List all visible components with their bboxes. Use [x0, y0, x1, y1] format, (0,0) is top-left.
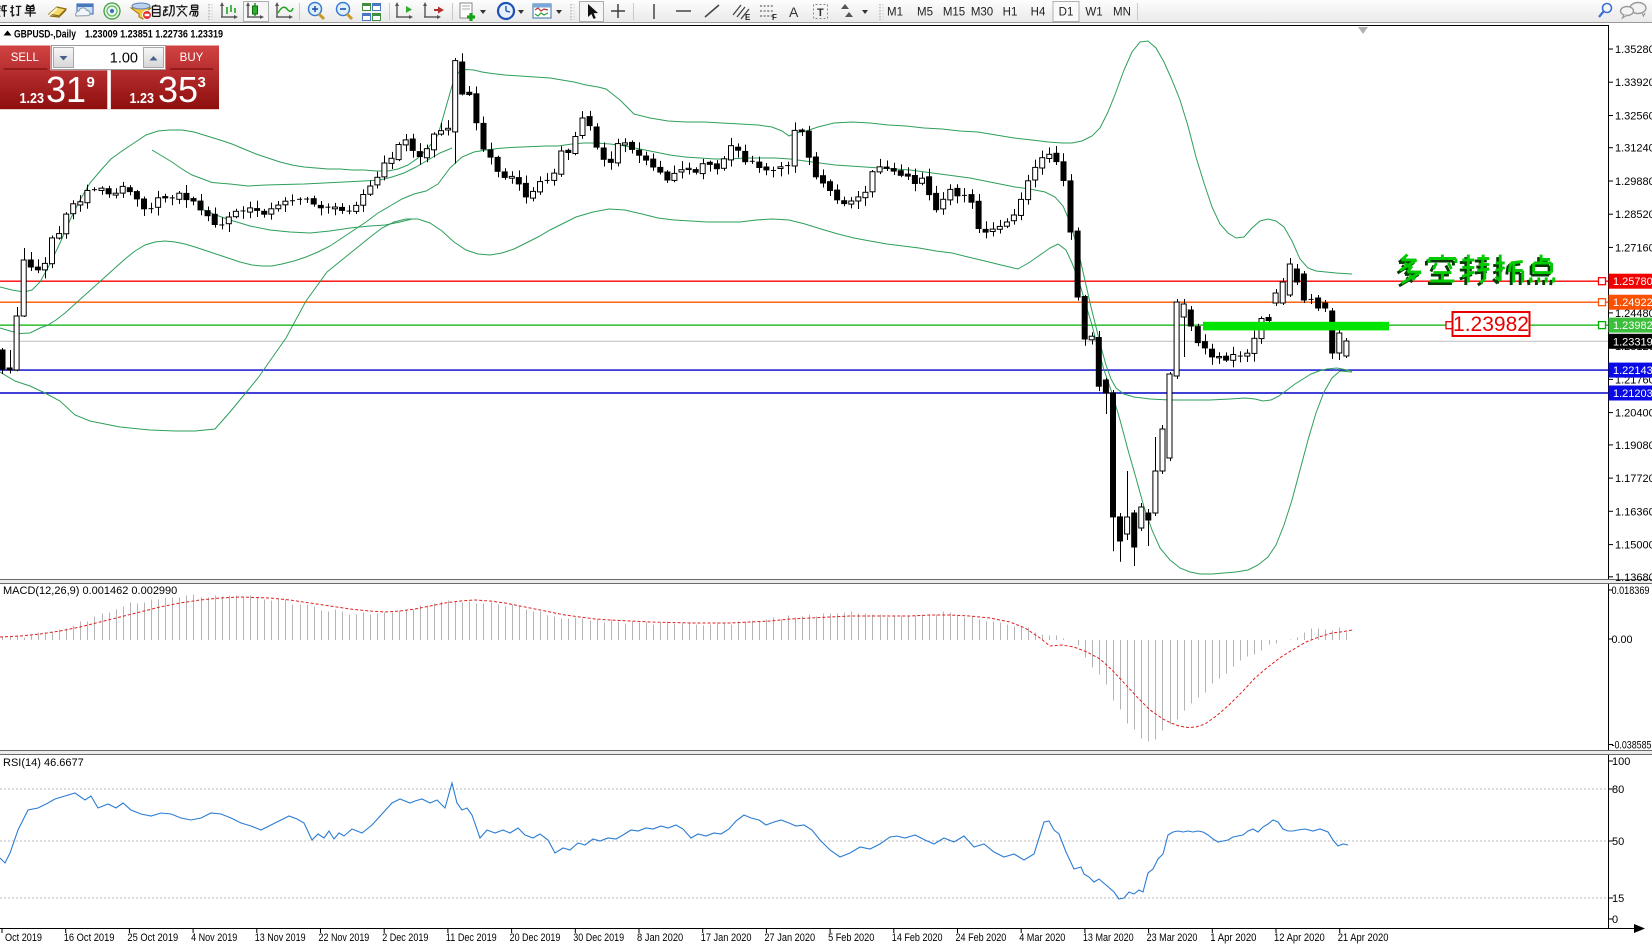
svg-text:T: T [817, 7, 824, 19]
svg-text:0.018369: 0.018369 [1612, 585, 1650, 597]
svg-text:RSI(14) 46.6677: RSI(14) 46.6677 [3, 757, 84, 769]
svg-text:1.25780: 1.25780 [1613, 276, 1652, 288]
svg-text:1.23009 1.23851 1.22736 1.2331: 1.23009 1.23851 1.22736 1.23319 [85, 29, 223, 41]
svg-text:-0.038585: -0.038585 [1612, 740, 1652, 752]
svg-text:1.32560: 1.32560 [1615, 111, 1652, 123]
svg-text:1.23: 1.23 [20, 91, 45, 107]
svg-text:1.28520: 1.28520 [1615, 209, 1652, 221]
svg-text:23 Mar 2020: 23 Mar 2020 [1147, 932, 1198, 944]
svg-text:1.13680: 1.13680 [1615, 572, 1652, 584]
svg-text:1.29880: 1.29880 [1615, 176, 1652, 188]
svg-text:1.00: 1.00 [110, 51, 138, 67]
svg-text:0.00: 0.00 [1612, 634, 1633, 646]
svg-text:1.23982: 1.23982 [1453, 313, 1529, 336]
svg-text:27 Jan 2020: 27 Jan 2020 [764, 932, 815, 944]
svg-text:1.23982: 1.23982 [1613, 320, 1652, 332]
svg-text:1.24480: 1.24480 [1615, 308, 1652, 320]
svg-text:A: A [789, 4, 799, 20]
svg-text:W1: W1 [1085, 7, 1102, 19]
svg-text:14 Feb 2020: 14 Feb 2020 [892, 932, 943, 944]
svg-text:H1: H1 [1003, 7, 1018, 19]
svg-text:H4: H4 [1031, 7, 1046, 19]
svg-text:1.15000: 1.15000 [1615, 540, 1652, 552]
svg-text:M30: M30 [971, 7, 993, 19]
svg-text:30 Dec 2019: 30 Dec 2019 [573, 932, 624, 944]
svg-text:4 Nov 2019: 4 Nov 2019 [191, 932, 237, 944]
svg-text:MN: MN [1113, 7, 1131, 19]
svg-text:17 Jan 2020: 17 Jan 2020 [701, 932, 752, 944]
svg-text:1.22143: 1.22143 [1613, 365, 1652, 377]
svg-text:24 Feb 2020: 24 Feb 2020 [956, 932, 1007, 944]
svg-text:F: F [772, 13, 777, 22]
svg-text:9: 9 [87, 74, 95, 91]
svg-text:5 Feb 2020: 5 Feb 2020 [828, 932, 874, 944]
svg-text:8 Jan 2020: 8 Jan 2020 [637, 932, 683, 944]
svg-text:D1: D1 [1059, 7, 1074, 19]
svg-text:1.19080: 1.19080 [1615, 440, 1652, 452]
svg-text:1.16360: 1.16360 [1615, 506, 1652, 518]
svg-text:1.31240: 1.31240 [1615, 143, 1652, 155]
svg-text:1.24922: 1.24922 [1613, 297, 1652, 309]
svg-text:31: 31 [46, 69, 86, 110]
svg-text:35: 35 [158, 69, 198, 110]
svg-text:3: 3 [198, 74, 206, 91]
svg-text:1.27160: 1.27160 [1615, 242, 1652, 254]
svg-text:12 Apr 2020: 12 Apr 2020 [1274, 932, 1325, 944]
svg-text:1.23: 1.23 [130, 91, 155, 107]
svg-text:16 Oct 2019: 16 Oct 2019 [64, 932, 115, 944]
svg-text:M15: M15 [943, 7, 965, 19]
svg-text:20 Dec 2019: 20 Dec 2019 [510, 932, 561, 944]
svg-text:E: E [745, 13, 751, 22]
svg-text:100: 100 [1612, 756, 1630, 768]
svg-text:80: 80 [1612, 784, 1624, 796]
svg-text:22 Nov 2019: 22 Nov 2019 [319, 932, 370, 944]
svg-text:1 Apr 2020: 1 Apr 2020 [1210, 932, 1256, 944]
svg-text:GBPUSD-,Daily: GBPUSD-,Daily [14, 29, 77, 41]
svg-text:15: 15 [1612, 893, 1624, 905]
svg-text:1.21203: 1.21203 [1613, 388, 1652, 400]
svg-text:13 Mar 2020: 13 Mar 2020 [1083, 932, 1134, 944]
svg-text:11 Dec 2019: 11 Dec 2019 [446, 932, 497, 944]
svg-text:1.35280: 1.35280 [1615, 44, 1652, 56]
svg-text:21 Apr 2020: 21 Apr 2020 [1338, 932, 1389, 944]
svg-text:13 Nov 2019: 13 Nov 2019 [255, 932, 306, 944]
svg-text:2 Dec 2019: 2 Dec 2019 [382, 932, 428, 944]
svg-text:Oct 2019: Oct 2019 [5, 932, 42, 944]
svg-text:M5: M5 [917, 7, 933, 19]
svg-text:BUY: BUY [180, 52, 204, 64]
svg-text:1.33920: 1.33920 [1615, 77, 1652, 89]
svg-text:1.20400: 1.20400 [1615, 408, 1652, 420]
svg-text:4 Mar 2020: 4 Mar 2020 [1019, 932, 1065, 944]
svg-text:1.23319: 1.23319 [1613, 336, 1652, 348]
svg-text:1.17720: 1.17720 [1615, 473, 1652, 485]
svg-text:MACD(12,26,9) 0.001462 0.00299: MACD(12,26,9) 0.001462 0.002990 [3, 585, 177, 597]
svg-text:0: 0 [1612, 914, 1618, 926]
svg-text:SELL: SELL [11, 52, 40, 64]
svg-text:25 Oct 2019: 25 Oct 2019 [127, 932, 178, 944]
svg-text:M1: M1 [887, 7, 903, 19]
svg-text:50: 50 [1612, 836, 1624, 848]
